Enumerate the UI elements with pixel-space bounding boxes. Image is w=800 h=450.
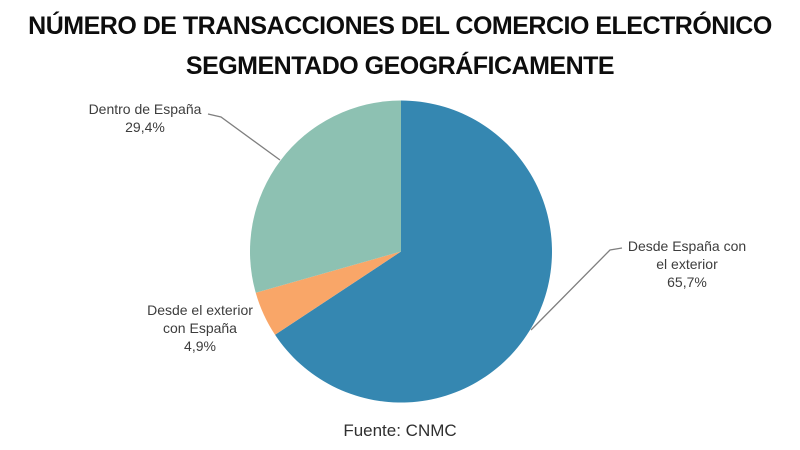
slice-label-value: 4,9% — [184, 338, 216, 354]
slice-label-text: Dentro de España — [88, 101, 202, 117]
slice-label-text: Desde el exterior con España — [147, 302, 253, 336]
pie-slices — [249, 100, 552, 403]
leader-line-dentro-de-espana — [207, 113, 281, 161]
leader-line-desde-espana-con-el-exterior — [530, 247, 623, 331]
pie-slice — [275, 100, 552, 403]
slice-label-desde-espana-con-el-exterior: Desde España con el exterior 65,7% — [622, 237, 752, 291]
slice-label-value: 65,7% — [667, 274, 707, 290]
slice-label-desde-el-exterior-con-espana: Desde el exterior con España 4,9% — [135, 301, 265, 355]
slice-label-text: Desde España con el exterior — [627, 238, 747, 272]
pie-slice — [255, 251, 401, 335]
slice-label-dentro-de-espana: Dentro de España 29,4% — [55, 100, 235, 136]
pie-slice — [249, 100, 401, 293]
chart-title: NÚMERO DE TRANSACCIONES DEL COMERCIO ELE… — [28, 12, 772, 80]
chart-source: Fuente: CNMC — [343, 421, 457, 440]
slice-label-value: 29,4% — [125, 119, 165, 135]
